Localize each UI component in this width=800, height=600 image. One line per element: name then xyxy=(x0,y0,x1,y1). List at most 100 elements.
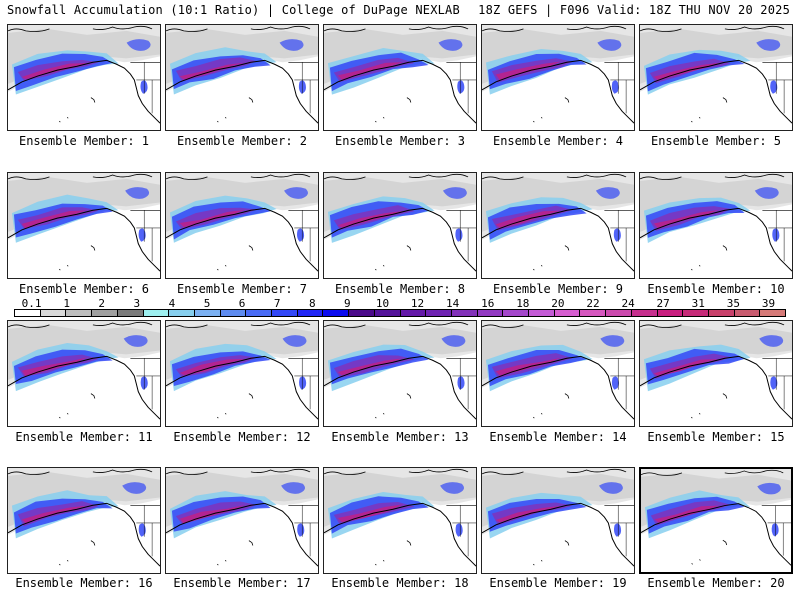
hawaii-islands xyxy=(375,540,412,566)
legend-color-cell xyxy=(760,310,786,316)
ensemble-member-label: Ensemble Member: 12 xyxy=(173,430,311,444)
ensemble-member-map[interactable] xyxy=(481,467,635,574)
snow-rockies-blob xyxy=(770,80,778,94)
northern-coast xyxy=(482,25,627,32)
snow-magenta-streak xyxy=(21,210,87,229)
legend-color-cell xyxy=(503,310,530,316)
legend-color-cell xyxy=(400,310,427,316)
ensemble-member-map[interactable] xyxy=(323,320,477,427)
northern-coast xyxy=(482,173,627,180)
coastline xyxy=(482,502,634,567)
ensemble-member-label: Ensemble Member: 16 xyxy=(15,576,153,590)
legend-color-cell xyxy=(15,310,41,316)
hawaii-islands xyxy=(59,393,96,419)
northern-coast xyxy=(324,173,469,180)
coastline xyxy=(8,59,160,124)
ensemble-member-map[interactable] xyxy=(7,24,161,131)
ensemble-member-map[interactable] xyxy=(639,467,793,574)
ensemble-member-map[interactable] xyxy=(165,467,319,574)
snow-east-blob xyxy=(122,482,147,494)
legend-color-cell xyxy=(657,310,684,316)
coastline xyxy=(324,59,476,124)
ensemble-member-label: Ensemble Member: 2 xyxy=(176,134,308,148)
ensemble-member-map[interactable] xyxy=(481,320,635,427)
state-borders xyxy=(294,62,318,114)
state-borders xyxy=(136,358,160,410)
hawaii-islands xyxy=(375,393,412,419)
legend-color-cell xyxy=(220,310,247,316)
snow-east-blob xyxy=(126,39,151,51)
ensemble-member-map[interactable] xyxy=(639,172,793,279)
snow-east-blob xyxy=(442,187,467,199)
legend-color-cell xyxy=(349,310,375,316)
ensemble-member-label: Ensemble Member: 6 xyxy=(18,282,150,296)
color-legend: 0.1 1 2 3 4 5 6 7 8 9 10 12 14 16 18 20 22 24 27 31 35 39 xyxy=(14,297,786,319)
ensemble-member-map[interactable] xyxy=(165,320,319,427)
coastline xyxy=(640,355,792,420)
ensemble-member-map[interactable] xyxy=(7,320,161,427)
ensemble-member-map[interactable] xyxy=(7,467,161,574)
legend-tick-label: 20 xyxy=(551,297,565,310)
state-borders xyxy=(452,62,476,114)
coastline xyxy=(166,502,318,567)
snow-east-blob xyxy=(279,39,304,51)
ensemble-member-label: Ensemble Member: 8 xyxy=(334,282,466,296)
ensemble-member-label: Ensemble Member: 3 xyxy=(334,134,466,148)
legend-tick-label: 9 xyxy=(344,297,351,310)
ensemble-member-map[interactable] xyxy=(165,172,319,279)
ensemble-member-map[interactable] xyxy=(323,24,477,131)
ensemble-member-map[interactable] xyxy=(165,24,319,131)
northern-coast xyxy=(166,321,311,328)
northern-coast xyxy=(166,468,311,475)
hawaii-islands xyxy=(217,245,254,271)
snow-magenta-streak xyxy=(337,504,403,523)
snow-rockies-blob xyxy=(771,523,779,537)
coastline xyxy=(8,502,160,567)
hawaii-islands xyxy=(59,97,96,123)
legend-color-cell xyxy=(272,310,298,316)
northern-coast xyxy=(8,468,153,475)
legend-tick-label: 2 xyxy=(98,297,106,310)
ensemble-member-map[interactable] xyxy=(639,24,793,131)
ensemble-member-map[interactable] xyxy=(481,172,635,279)
legend-tick-label: 0.1 xyxy=(21,297,42,310)
legend-color-cell xyxy=(708,310,735,316)
legend-ticks: 0.1 1 2 3 4 5 6 7 8 9 10 12 14 16 18 20 22 24 27 31 35 39 xyxy=(14,297,786,310)
ensemble-member-label: Ensemble Member: 7 xyxy=(176,282,308,296)
snow-east-blob xyxy=(595,187,620,199)
hawaii-islands xyxy=(691,245,728,271)
snow-east-blob xyxy=(281,482,306,494)
coastline xyxy=(8,207,160,272)
snow-rockies-blob xyxy=(770,376,778,390)
hawaii-islands xyxy=(59,540,96,566)
snow-east-blob xyxy=(597,39,622,51)
ensemble-member-map[interactable] xyxy=(323,172,477,279)
chart-title: Snowfall Accumulation (10:1 Ratio) | Col… xyxy=(7,3,460,17)
legend-tick-label: 3 xyxy=(133,297,141,310)
ensemble-member-map[interactable] xyxy=(323,467,477,574)
ensemble-member-map[interactable] xyxy=(7,172,161,279)
hawaii-islands xyxy=(217,97,254,123)
northern-coast xyxy=(641,469,784,476)
legend-tick-label: 8 xyxy=(308,297,316,310)
legend-color-cell xyxy=(451,310,478,316)
ensemble-member-label: Ensemble Member: 17 xyxy=(173,576,311,590)
coastline xyxy=(324,207,476,272)
ensemble-member-map[interactable] xyxy=(639,320,793,427)
state-borders xyxy=(768,210,792,262)
hawaii-islands xyxy=(217,393,254,419)
legend-tick-label: 14 xyxy=(446,297,460,310)
ensemble-member-label: Ensemble Member: 13 xyxy=(331,430,469,444)
snow-east-blob xyxy=(759,335,784,347)
legend-colorbar xyxy=(14,309,786,317)
state-borders xyxy=(136,62,160,114)
legend-tick-label: 31 xyxy=(691,297,705,310)
ensemble-member-label: Ensemble Member: 5 xyxy=(650,134,782,148)
legend-color-cell xyxy=(477,310,504,316)
snow-east-blob xyxy=(125,187,150,199)
ensemble-member-map[interactable] xyxy=(481,24,635,131)
snow-rockies-blob xyxy=(613,523,622,537)
legend-tick-label: 39 xyxy=(761,297,776,310)
ensemble-member-label: Ensemble Member: 18 xyxy=(331,576,469,590)
legend-tick-label: 10 xyxy=(375,297,390,310)
